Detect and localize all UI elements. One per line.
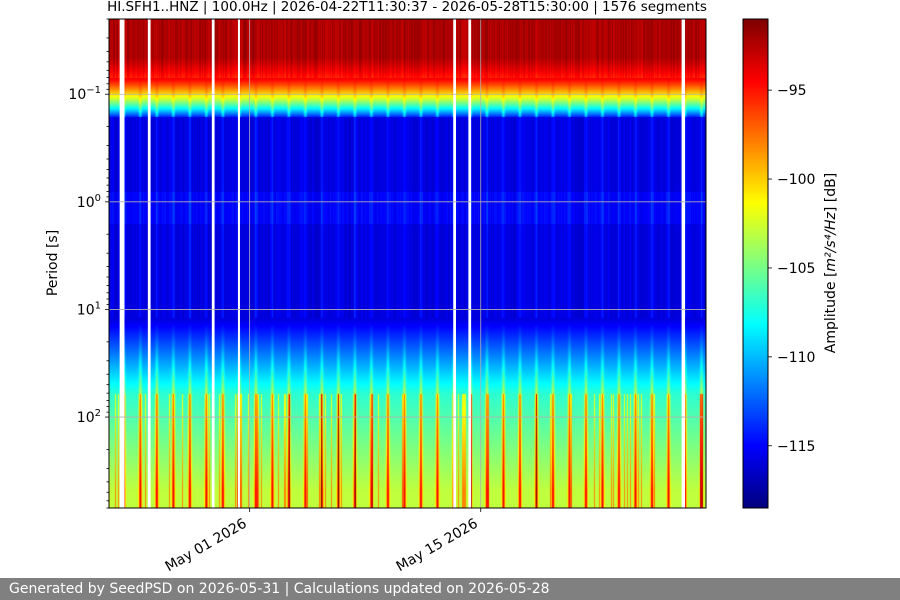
y-tick-label: 102: [77, 408, 101, 426]
y-tick-base: 10: [77, 410, 95, 426]
colorbar-label-prefix: Amplitude [: [823, 272, 839, 354]
colorbar-ticks: −95 −100 −105 −110 −115: [768, 83, 815, 455]
data-gap-3: [237, 19, 240, 508]
y-tick-label: 101: [77, 300, 101, 318]
colorbar-tick-label: −115: [777, 439, 815, 455]
x-tick-label: May 15 2026: [394, 516, 481, 576]
data-gaps: [119, 19, 686, 508]
colorbar-gradient: [743, 19, 768, 508]
colorbar-label-suffix: ] [dB]: [823, 173, 839, 212]
y-tick-base: 10: [77, 195, 95, 211]
data-gap-4: [453, 19, 456, 508]
colorbar-frame: [742, 18, 769, 509]
plot-frame: [108, 18, 707, 509]
data-gap-0: [119, 19, 125, 508]
colorbar-tick-label: −100: [777, 172, 815, 188]
y-tick-exponent: 1: [95, 300, 101, 311]
x-axis: May 01 2026 May 15 2026: [163, 508, 482, 576]
colorbar-label-units: m²/s⁴/Hz: [823, 211, 839, 271]
data-gap-6: [681, 19, 686, 508]
y-tick-exponent: 2: [95, 408, 101, 419]
colorbar-tick-label: −95: [777, 83, 807, 99]
x-tick-label: May 01 2026: [163, 516, 250, 576]
colorbar-tick-label: −105: [777, 261, 815, 277]
data-gap-1: [147, 19, 151, 508]
y-tick-exponent: 0: [95, 193, 101, 204]
y-tick-base: 10: [68, 87, 86, 103]
psd-spectrogram-figure: HI.SFH1..HNZ | 100.0Hz | 2026-04-22T11:3…: [45, 0, 839, 576]
grid-lines: [109, 19, 706, 508]
data-gap-2: [211, 19, 215, 508]
colorbar-tick-label: −110: [777, 350, 815, 366]
data-gap-5: [468, 19, 472, 508]
spectrogram-heatmap: [109, 19, 706, 508]
footer-banner: Generated by SeedPSD on 2026-05-31 | Cal…: [0, 578, 900, 600]
colorbar-label: Amplitude [m²/s⁴/Hz] [dB]: [823, 173, 839, 353]
y-tick-label: 10−1: [68, 85, 101, 103]
chart-title: HI.SFH1..HNZ | 100.0Hz | 2026-04-22T11:3…: [107, 0, 707, 15]
y-tick-label: 100: [77, 193, 101, 211]
y-tick-base: 10: [77, 302, 95, 318]
y-tick-exponent: −1: [86, 85, 101, 96]
y-axis-label: Period [s]: [45, 230, 61, 296]
